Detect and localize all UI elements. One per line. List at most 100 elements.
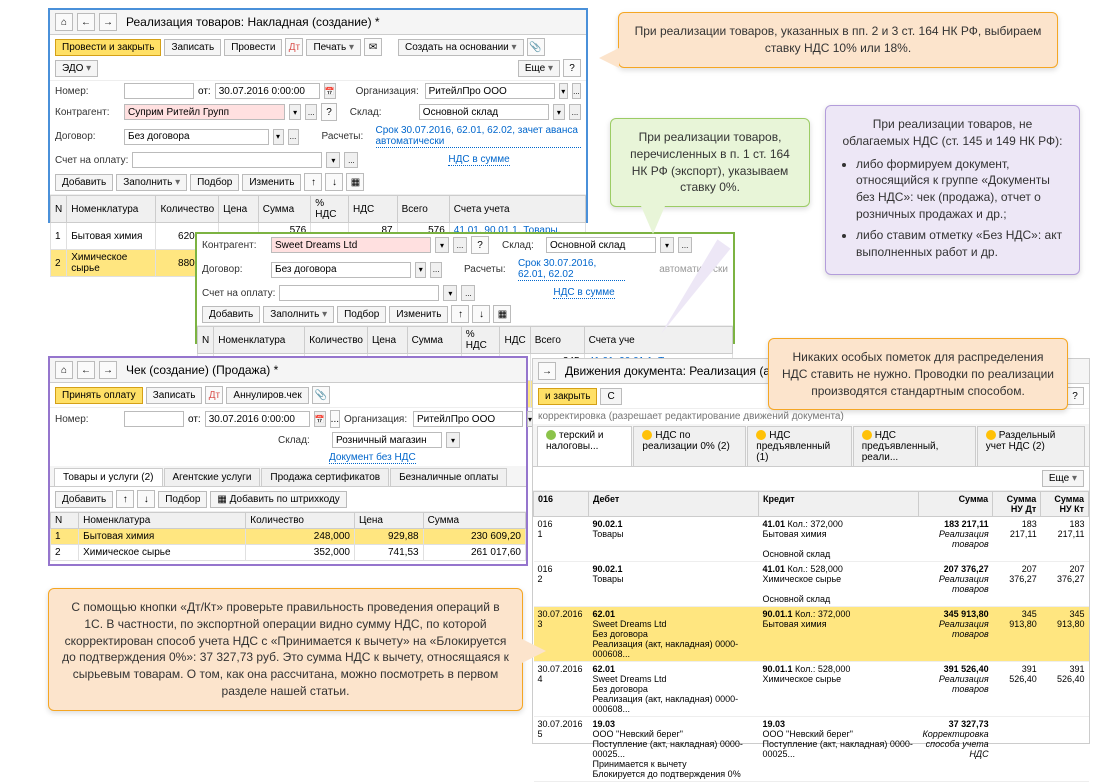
open-icon[interactable]: ... [572, 83, 581, 99]
open-icon[interactable]: ... [569, 104, 581, 120]
table-row[interactable]: 2Химическое сырье352,000741,53261 017,60 [51, 545, 526, 561]
window-title: Реализация товаров: Накладная (создание)… [126, 15, 380, 29]
open-icon[interactable]: ... [288, 129, 299, 145]
home-icon[interactable]: ⌂ [55, 361, 73, 379]
home-icon[interactable]: ⌂ [55, 13, 73, 31]
save-button[interactable]: Записать [146, 387, 203, 404]
warehouse-field[interactable] [419, 104, 549, 120]
add-button[interactable]: Добавить [202, 306, 260, 323]
invoice-label: Счет на оплату: [202, 288, 275, 299]
forward-icon[interactable]: → [538, 362, 556, 380]
print-button[interactable]: Печать [306, 39, 361, 56]
dd-icon[interactable]: ▾ [289, 104, 301, 120]
calendar-icon[interactable]: 📅 [314, 411, 326, 427]
table-row[interactable]: 016190.02.1Товары41.01 Кол.: 372,000Быто… [534, 517, 1089, 562]
contract-label: Договор: [55, 131, 120, 142]
cancel-check-button[interactable]: Аннулиров.чек [226, 387, 308, 404]
panel-check: ⌂ ← → Чек (создание) (Продажа) * Принять… [48, 356, 528, 566]
invoice-field[interactable] [279, 285, 439, 301]
toolbar: Провести и закрыть Записать Провести Дт … [50, 35, 586, 81]
table-row[interactable]: 30.07.2016362.01Sweet Dreams LtdБез дого… [534, 607, 1089, 662]
date-field[interactable] [205, 411, 310, 427]
calc-link[interactable]: Срок 30.07.2016, 62.01, 62.02 [518, 258, 625, 281]
forward-icon[interactable]: → [99, 13, 117, 31]
table-row[interactable]: 30.07.2016462.01Sweet Dreams LtdБез дого… [534, 662, 1089, 717]
more-button[interactable]: Еще [518, 60, 560, 77]
vat-link[interactable]: НДС в сумме [448, 154, 509, 166]
warehouse-field[interactable] [546, 237, 656, 253]
open-icon[interactable]: ... [305, 104, 317, 120]
fill-button[interactable]: Заполнить [263, 306, 334, 323]
date-label: от: [198, 86, 211, 97]
panel-realization-2: Контрагент: ▾...? Склад: ▾... Договор: ▾… [195, 232, 735, 344]
number-label: Номер: [55, 86, 120, 97]
edo-button[interactable]: ЭДО [55, 60, 98, 77]
calc-link[interactable]: Срок 30.07.2016, 62.01, 62.02, зачет ава… [376, 125, 582, 148]
table-row[interactable]: 1Бытовая химия248,000929,88230 609,20 [51, 529, 526, 545]
warehouse-field[interactable] [332, 432, 442, 448]
dd-icon[interactable]: ▾ [273, 129, 284, 145]
barcode-button[interactable]: ▦ Добавить по штрихкоду [210, 491, 346, 508]
doc-no-vat-link[interactable]: Документ без НДС [329, 452, 416, 464]
tab-split[interactable]: Раздельный учет НДС (2) [977, 426, 1085, 466]
dd-icon[interactable]: ▾ [326, 152, 340, 168]
contract-field[interactable] [271, 262, 411, 278]
table-row[interactable]: 30.07.2016519.03ООО "Невский берег"Посту… [534, 717, 1089, 782]
help-small-icon[interactable]: ? [321, 103, 336, 121]
org-field[interactable] [413, 411, 523, 427]
invoice-field[interactable] [132, 152, 322, 168]
more-button[interactable]: Еще [1042, 470, 1084, 487]
calendar-icon[interactable]: 📅 [324, 83, 336, 99]
create-based-button[interactable]: Создать на основании [398, 39, 524, 56]
open-icon[interactable]: ... [344, 152, 358, 168]
tab-agent[interactable]: Агентские услуги [164, 468, 261, 486]
help-icon[interactable]: ? [1066, 387, 1084, 405]
tab-noncash[interactable]: Безналичные оплаты [390, 468, 507, 486]
save-button[interactable]: Записать [164, 39, 221, 56]
tab-vat0[interactable]: НДС по реализации 0% (2) [633, 426, 746, 466]
tab-vat-pres2[interactable]: НДС предъявленный, реали... [853, 426, 976, 466]
back-icon[interactable]: ← [77, 13, 95, 31]
add-button[interactable]: Добавить [55, 491, 113, 508]
dd-icon[interactable]: ▾ [559, 83, 568, 99]
envelope-icon[interactable]: ✉ [364, 38, 382, 56]
counterparty-field[interactable] [124, 104, 285, 120]
number-field[interactable] [124, 411, 184, 427]
tab-acc[interactable]: терский и налоговы... [537, 426, 632, 466]
tab-vat-pres[interactable]: НДС предъявленный (1) [747, 426, 851, 466]
table-row[interactable]: 016290.02.1Товары41.01 Кол.: 528,000Хими… [534, 562, 1089, 607]
contract-field[interactable] [124, 129, 269, 145]
number-field[interactable] [124, 83, 194, 99]
forward-icon[interactable]: → [99, 361, 117, 379]
help-icon[interactable]: ? [563, 59, 581, 77]
attach-icon[interactable]: 📎 [312, 386, 330, 404]
fill-button[interactable]: Заполнить [116, 174, 187, 191]
select-button[interactable]: Подбор [190, 174, 239, 191]
select-button[interactable]: Подбор [337, 306, 386, 323]
date-field[interactable] [215, 83, 320, 99]
dd-icon[interactable]: ▾ [553, 104, 565, 120]
change-button[interactable]: Изменить [389, 306, 448, 323]
dtkt-icon[interactable]: Дт [285, 38, 303, 56]
change-button[interactable]: Изменить [242, 174, 301, 191]
down-icon[interactable]: ↓ [325, 173, 343, 191]
post-close-button[interactable]: Провести и закрыть [55, 39, 161, 56]
refresh-button[interactable]: С [600, 388, 621, 405]
dtkt-icon[interactable]: Дт [205, 386, 223, 404]
counterparty-field[interactable] [271, 237, 431, 253]
accept-payment-button[interactable]: Принять оплату [55, 387, 143, 404]
save-close-button[interactable]: и закрыть [538, 388, 597, 405]
attach-icon[interactable]: 📎 [527, 38, 545, 56]
titlebar: ⌂ ← → Реализация товаров: Накладная (соз… [50, 10, 586, 35]
post-button[interactable]: Провести [224, 39, 282, 56]
up-icon[interactable]: ↑ [304, 173, 322, 191]
back-icon[interactable]: ← [77, 361, 95, 379]
vat-link[interactable]: НДС в сумме [553, 287, 614, 299]
barcode-icon[interactable]: ▦ [346, 173, 364, 191]
tab-cert[interactable]: Продажа сертификатов [261, 468, 389, 486]
tabs: терский и налоговы... НДС по реализации … [533, 424, 1089, 467]
select-button[interactable]: Подбор [158, 491, 207, 508]
tab-goods[interactable]: Товары и услуги (2) [54, 468, 163, 486]
org-field[interactable] [425, 83, 555, 99]
add-button[interactable]: Добавить [55, 174, 113, 191]
